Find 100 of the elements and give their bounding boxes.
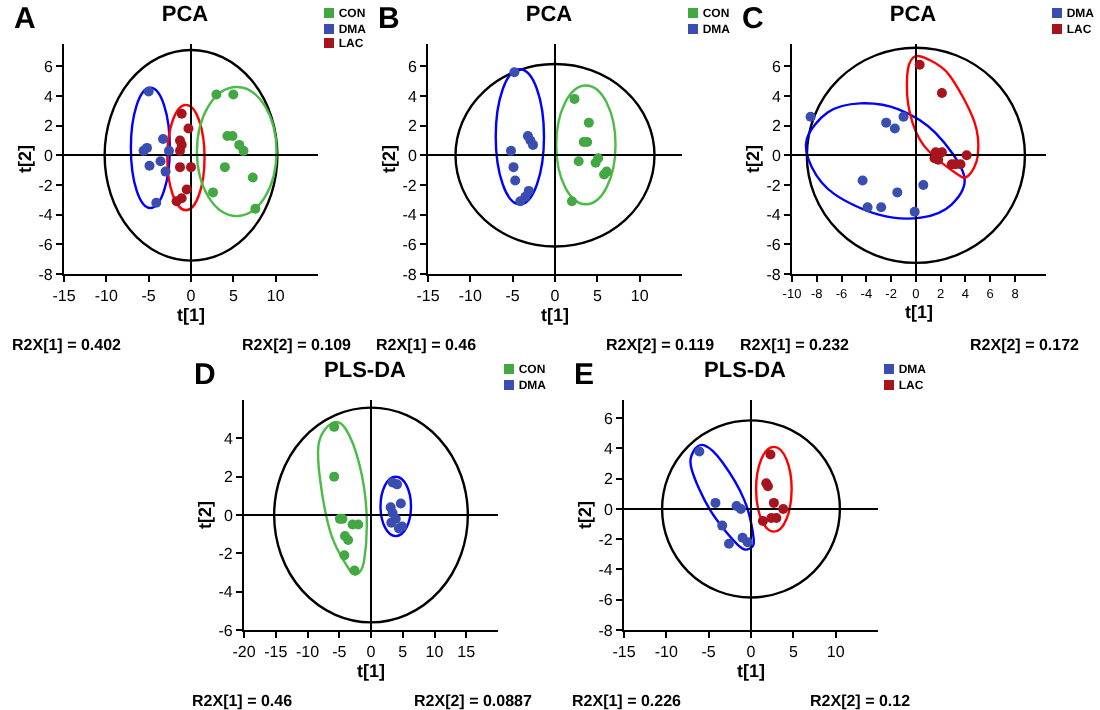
- x-tick-label: -10: [94, 287, 119, 306]
- x-axis-title: t[1]: [905, 301, 933, 322]
- point: [573, 156, 584, 167]
- y-tick-label: -2: [402, 176, 418, 195]
- text: C: [742, 2, 764, 36]
- y-tick-label: 0: [603, 500, 614, 519]
- y-tick-label: -2: [218, 544, 234, 563]
- chart-title: PCA: [889, 2, 937, 27]
- chart-title: PLS-DA: [704, 358, 787, 383]
- point: [914, 59, 925, 70]
- point: [329, 471, 340, 482]
- point: [171, 196, 182, 207]
- point: [176, 108, 187, 119]
- y-tick-label: 0: [43, 146, 54, 165]
- point: [158, 133, 169, 144]
- y-tick-label: 4: [407, 87, 418, 106]
- point: [155, 156, 166, 167]
- x-tick-label: -5: [505, 287, 521, 306]
- point: [186, 162, 196, 173]
- y-tick-label: -2: [766, 176, 782, 195]
- point: [768, 497, 779, 508]
- point: [566, 196, 577, 207]
- x-tick-label: 10: [630, 287, 650, 306]
- text: E: [574, 358, 595, 392]
- text: D: [194, 358, 216, 392]
- point: [247, 172, 258, 183]
- point: [144, 160, 155, 171]
- y-tick-label: -4: [218, 583, 234, 602]
- point: [742, 537, 753, 548]
- point: [583, 117, 594, 128]
- x-tick-label: -15: [416, 287, 441, 306]
- y-tick-label: -2: [38, 176, 54, 195]
- point: [392, 479, 403, 490]
- y-tick-label: 2: [407, 117, 418, 136]
- y-tick-label: 2: [223, 468, 234, 487]
- point: [329, 421, 340, 432]
- x-tick-label: 0: [366, 643, 377, 662]
- text: R2X[1] = 0.226: [572, 692, 683, 710]
- point: [694, 446, 705, 457]
- x-tick-label: -10: [654, 643, 679, 662]
- x-tick-label: 10: [425, 643, 445, 662]
- y-tick-label: -8: [766, 265, 782, 284]
- point: [508, 162, 519, 173]
- y-tick-label: 0: [223, 506, 234, 525]
- x-tick-label: 5: [788, 643, 799, 662]
- point: [862, 202, 873, 213]
- y-tick-label: -4: [402, 206, 418, 225]
- y-tick-label: -6: [766, 235, 782, 254]
- x-axis-title: t[1]: [541, 305, 569, 326]
- y-axis-title: t[2]: [195, 501, 216, 529]
- x-tick-label: 15: [457, 643, 477, 662]
- point: [349, 565, 360, 576]
- y-axis-title: t[2]: [575, 501, 596, 529]
- y-tick-label: -6: [598, 591, 614, 610]
- x-axis-title: t[1]: [737, 661, 765, 682]
- point: [757, 516, 768, 527]
- point: [208, 187, 219, 198]
- x-tick-label: -15: [612, 643, 637, 662]
- point: [250, 203, 261, 214]
- text: R2X[1] = 0.232: [740, 336, 851, 354]
- point: [918, 179, 929, 190]
- x-tick-label: -5: [701, 643, 717, 662]
- x-tick-label: -5: [332, 643, 348, 662]
- y-tick-label: 4: [771, 87, 782, 106]
- text: R2X[2] = 0.0887: [414, 692, 533, 710]
- point: [510, 175, 521, 186]
- y-tick-label: -2: [598, 530, 614, 549]
- y-tick-label: 6: [771, 57, 782, 76]
- point: [569, 93, 580, 104]
- point: [151, 197, 162, 208]
- point: [183, 123, 194, 134]
- x-tick-label: 10: [266, 287, 286, 306]
- y-tick-label: -8: [38, 265, 54, 284]
- y-axis-title: t[2]: [379, 145, 400, 173]
- y-tick-label: 4: [223, 429, 234, 448]
- point: [778, 503, 789, 514]
- y-tick-label: 6: [43, 57, 54, 76]
- text: R2X[1] = 0.402: [12, 336, 123, 354]
- point: [175, 145, 185, 156]
- point: [515, 196, 526, 207]
- text: R2X[1] = 0.46: [376, 336, 478, 354]
- point: [889, 123, 900, 134]
- y-tick-label: -8: [598, 621, 614, 640]
- y-tick-label: -6: [218, 621, 234, 640]
- text: R2X[2] = 0.12: [810, 692, 912, 710]
- x-tick-label: 5: [228, 287, 239, 306]
- y-tick-label: 4: [603, 440, 614, 459]
- point: [892, 187, 903, 198]
- point: [505, 145, 516, 156]
- x-tick-label: 5: [398, 643, 409, 662]
- point: [160, 166, 171, 177]
- text: R2X[2] = 0.119: [606, 336, 716, 354]
- point: [765, 449, 776, 460]
- x-tick-label: -15: [52, 287, 77, 306]
- y-tick-label: 6: [407, 57, 418, 76]
- point: [238, 145, 249, 156]
- point: [805, 111, 816, 122]
- y-tick-label: 6: [603, 409, 614, 428]
- point: [961, 150, 972, 161]
- chart-title: PCA: [525, 2, 573, 27]
